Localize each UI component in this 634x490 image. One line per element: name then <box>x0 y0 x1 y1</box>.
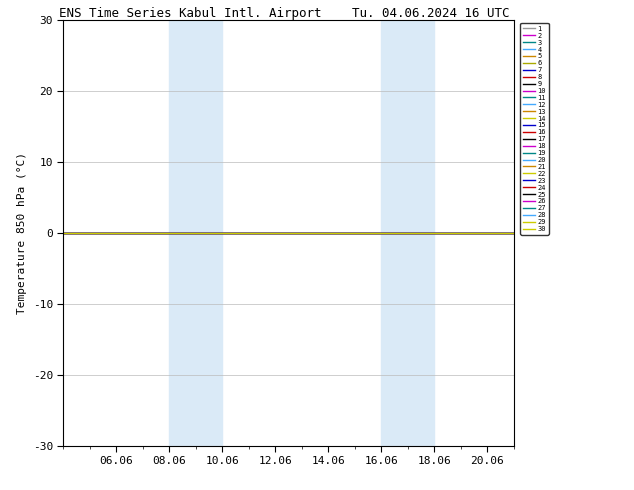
Text: Tu. 04.06.2024 16 UTC: Tu. 04.06.2024 16 UTC <box>353 7 510 21</box>
Text: ENS Time Series Kabul Intl. Airport: ENS Time Series Kabul Intl. Airport <box>59 7 321 21</box>
Y-axis label: Temperature 850 hPa (°C): Temperature 850 hPa (°C) <box>17 152 27 314</box>
Legend: 1, 2, 3, 4, 5, 6, 7, 8, 9, 10, 11, 12, 13, 14, 15, 16, 17, 18, 19, 20, 21, 22, 2: 1, 2, 3, 4, 5, 6, 7, 8, 9, 10, 11, 12, 1… <box>520 23 549 235</box>
Bar <box>169 20 223 446</box>
Bar <box>381 20 434 446</box>
